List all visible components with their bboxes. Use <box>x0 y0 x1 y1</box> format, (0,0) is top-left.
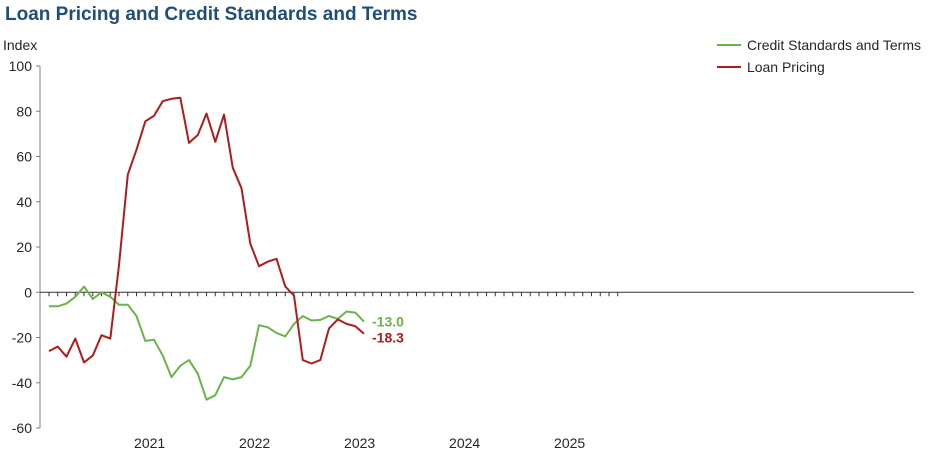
end-value-label-0: -13.0 <box>372 314 404 330</box>
legend-item-credit: Credit Standards and Terms <box>716 34 921 56</box>
y-axis-label: Index <box>3 37 38 53</box>
y-tick-label: 80 <box>16 103 32 119</box>
x-tick-label: 2023 <box>344 435 375 451</box>
y-tick-label: 100 <box>9 58 33 74</box>
legend: Credit Standards and Terms Loan Pricing <box>716 34 921 78</box>
series-line-1 <box>48 96 365 365</box>
y-tick-label: 60 <box>16 149 32 165</box>
x-tick-label: 2024 <box>449 435 480 451</box>
x-tick-label: 2025 <box>554 435 585 451</box>
y-tick-label: -40 <box>12 375 32 391</box>
y-tick-label: 0 <box>24 284 32 300</box>
x-tick-label: 2022 <box>239 435 270 451</box>
y-tick-label: 20 <box>16 239 32 255</box>
legend-swatch-credit <box>716 44 741 46</box>
series-line-0 <box>49 285 365 401</box>
y-tick-label: 40 <box>16 194 32 210</box>
y-tick-label: -60 <box>12 420 32 436</box>
legend-label-credit: Credit Standards and Terms <box>746 37 921 53</box>
chart-title: Loan Pricing and Credit Standards and Te… <box>5 4 418 25</box>
x-tick-label: 2021 <box>134 435 165 451</box>
legend-swatch-loan <box>716 66 741 68</box>
legend-label-loan: Loan Pricing <box>746 59 825 75</box>
end-value-label-1: -18.3 <box>372 330 404 346</box>
legend-item-loan: Loan Pricing <box>716 56 921 78</box>
y-tick-label: -20 <box>12 330 32 346</box>
